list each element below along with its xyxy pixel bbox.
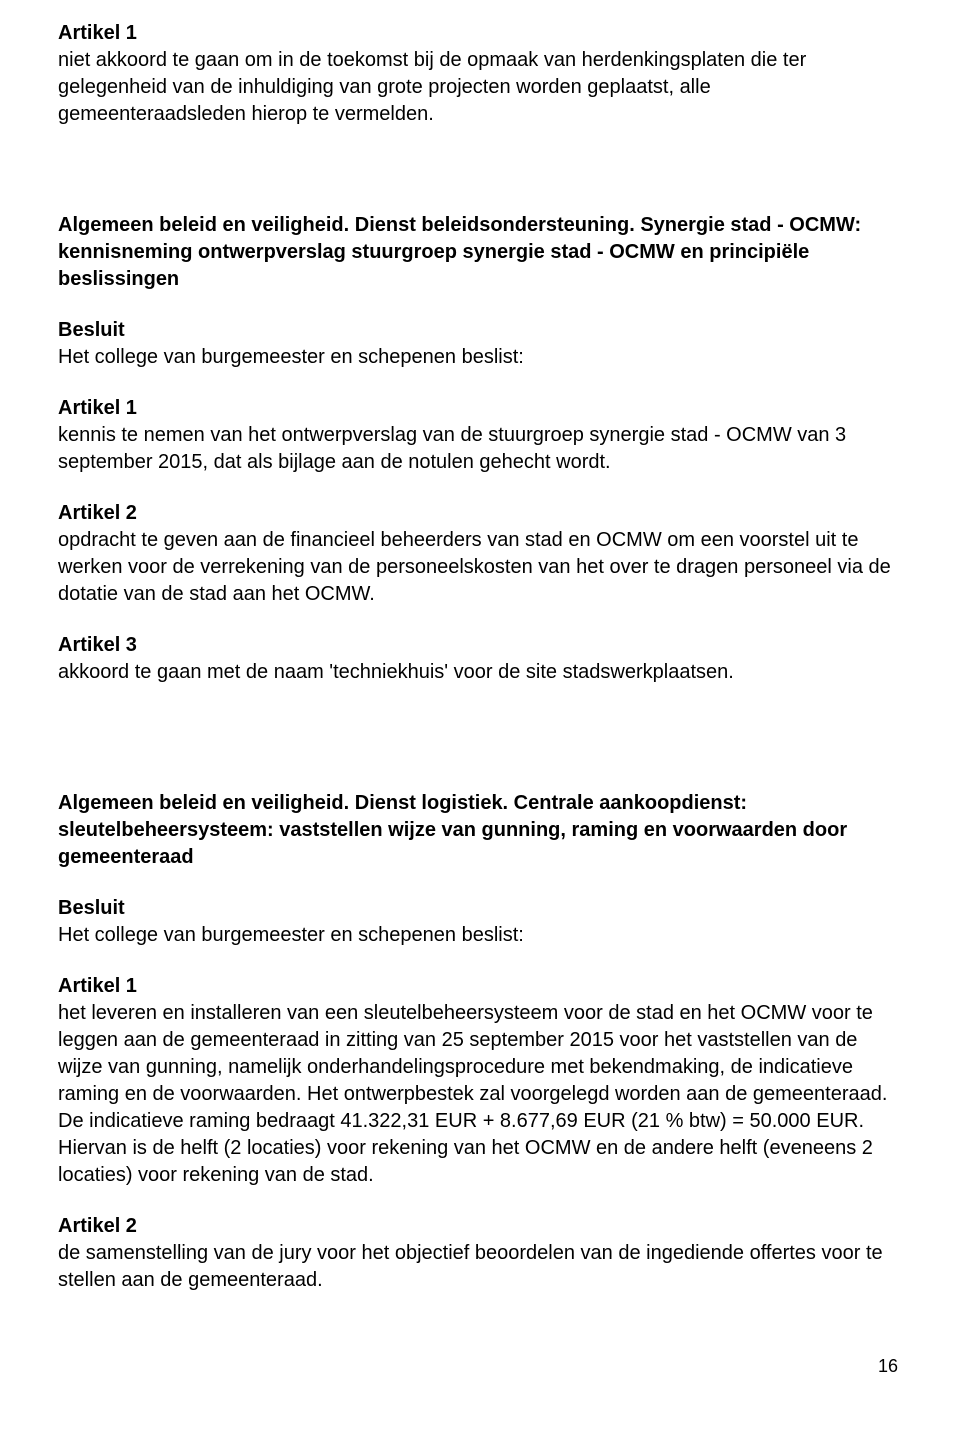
article-label: Artikel 2 — [58, 1213, 902, 1240]
section1-article1: Artikel 1 niet akkoord te gaan om in de … — [58, 20, 902, 128]
section2-article2: Artikel 2 opdracht te geven aan de finan… — [58, 500, 902, 608]
besluit-label: Besluit — [58, 895, 902, 922]
besluit-label: Besluit — [58, 317, 902, 344]
besluit-text: Het college van burgemeester en schepene… — [58, 922, 902, 949]
article-label: Artikel 1 — [58, 20, 902, 47]
article-label: Artikel 3 — [58, 632, 902, 659]
section3-article1: Artikel 1 het leveren en installeren van… — [58, 973, 902, 1189]
article-label: Artikel 1 — [58, 395, 902, 422]
section2-article1: Artikel 1 kennis te nemen van het ontwer… — [58, 395, 902, 476]
article-text: kennis te nemen van het ontwerpverslag v… — [58, 422, 902, 476]
section-spacer — [58, 710, 902, 790]
article-text: akkoord te gaan met de naam 'techniekhui… — [58, 659, 902, 686]
section-spacer — [58, 152, 902, 212]
article-text: het leveren en installeren van een sleut… — [58, 1000, 902, 1189]
section3-besluit: Besluit Het college van burgemeester en … — [58, 895, 902, 949]
section3-article2: Artikel 2 de samenstelling van de jury v… — [58, 1213, 902, 1294]
article-label: Artikel 1 — [58, 973, 902, 1000]
section2-article3: Artikel 3 akkoord te gaan met de naam 't… — [58, 632, 902, 686]
page-number: 16 — [58, 1354, 902, 1378]
article-text: niet akkoord te gaan om in de toekomst b… — [58, 47, 902, 128]
article-text: opdracht te geven aan de financieel behe… — [58, 527, 902, 608]
section2-heading: Algemeen beleid en veiligheid. Dienst be… — [58, 212, 902, 293]
besluit-text: Het college van burgemeester en schepene… — [58, 344, 902, 371]
article-label: Artikel 2 — [58, 500, 902, 527]
section3-heading: Algemeen beleid en veiligheid. Dienst lo… — [58, 790, 902, 871]
section2-besluit: Besluit Het college van burgemeester en … — [58, 317, 902, 371]
article-text: de samenstelling van de jury voor het ob… — [58, 1240, 902, 1294]
